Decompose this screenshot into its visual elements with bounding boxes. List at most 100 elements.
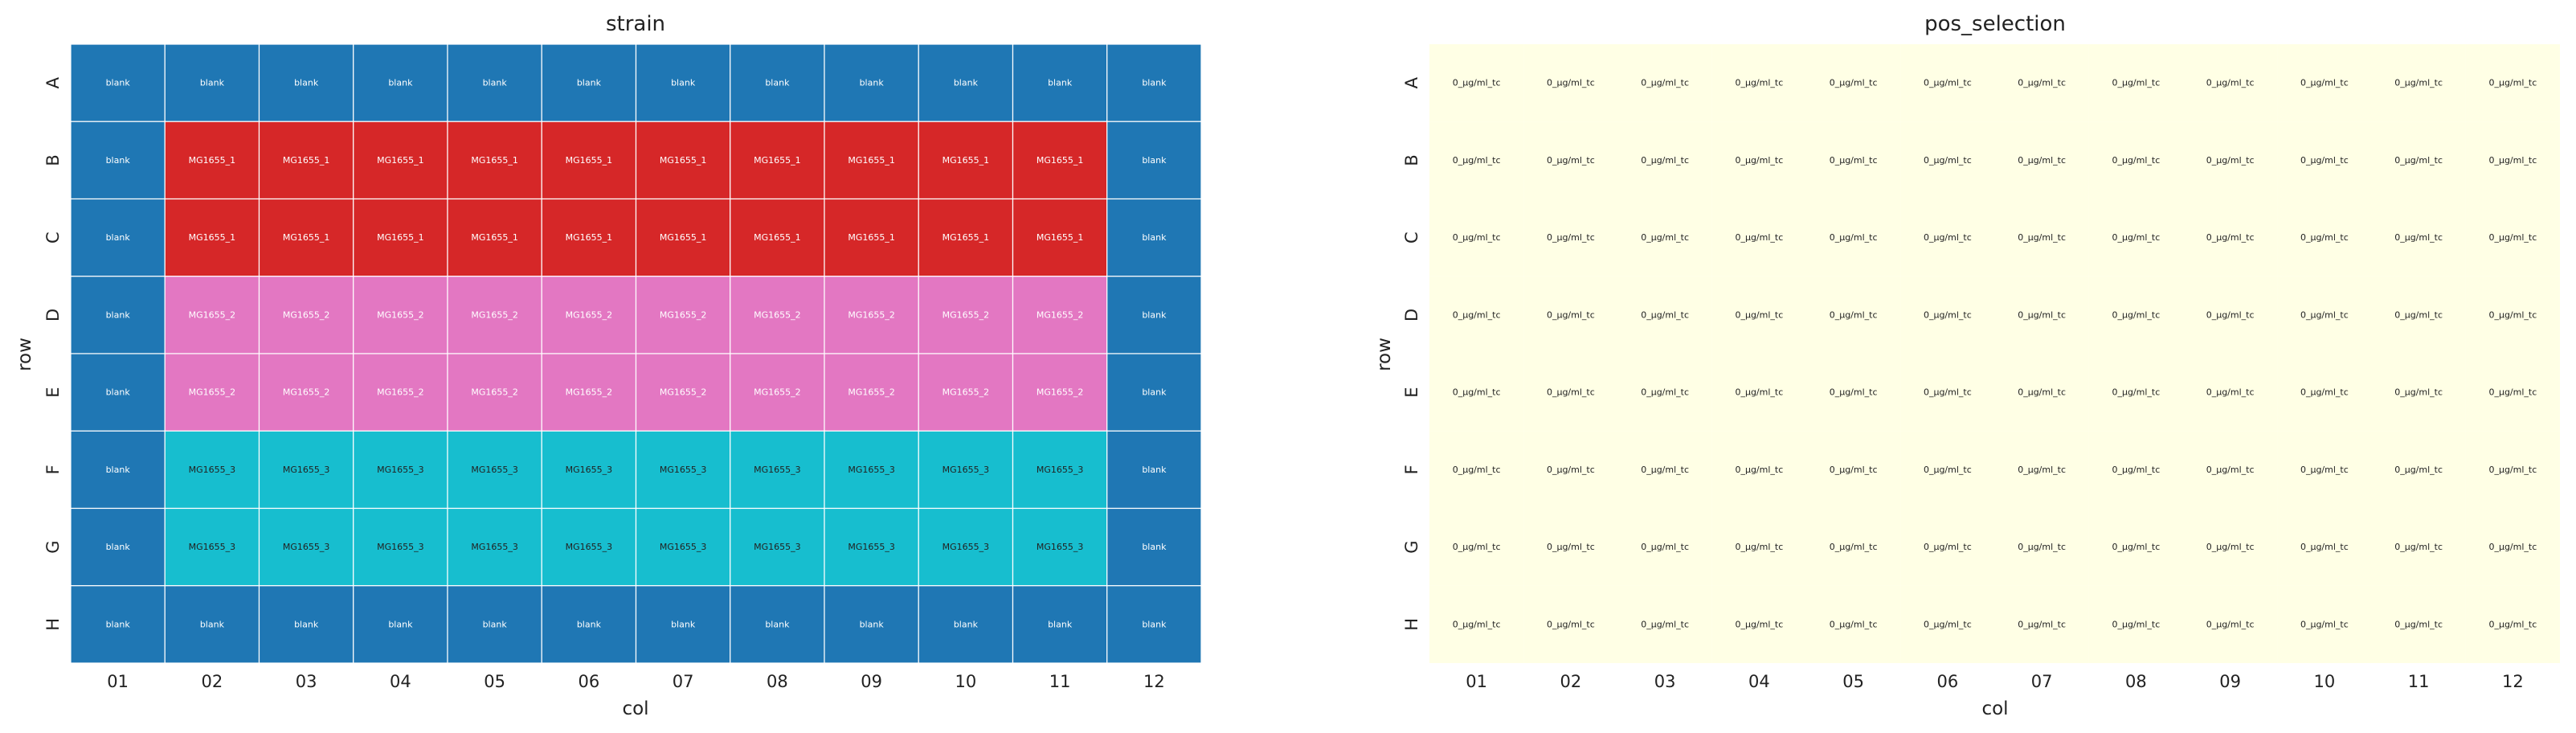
pos-selection-cell-label: 0_µg/ml_tc [2112, 465, 2160, 475]
pos-selection-cell-label: 0_µg/ml_tc [2488, 465, 2537, 475]
strain-cell-F06 [541, 430, 637, 510]
strain-cell-label: MG1655_1 [848, 155, 895, 166]
strain-cell-label: blank [577, 78, 602, 88]
pos-selection-cell-A04 [1711, 44, 1806, 122]
pos-selection-cell-B07 [1994, 121, 2089, 199]
strain-cell-B10 [918, 121, 1014, 200]
pos-selection-cell-B11 [2371, 121, 2466, 199]
pos-selection-cell-label: 0_µg/ml_tc [2206, 387, 2255, 398]
pos-selection-cell-label: 0_µg/ml_tc [2018, 309, 2066, 320]
pos-selection-cell-label: 0_µg/ml_tc [1830, 387, 1878, 398]
pos-selection-cell-H08 [2088, 585, 2183, 663]
pos-selection-cell-label: 0_µg/ml_tc [2300, 78, 2349, 88]
pos-selection-cell-C05 [1806, 199, 1901, 276]
strain-cell-label: MG1655_3 [566, 542, 613, 552]
strain-y-tick-label: G [43, 540, 63, 553]
pos-selection-cell-label: 0_µg/ml_tc [2018, 619, 2066, 629]
strain-cell-label: MG1655_1 [283, 155, 330, 166]
strain-cell-B06 [541, 121, 637, 200]
strain-cell-label: MG1655_1 [942, 232, 990, 243]
pos-selection-cell-D06 [1900, 276, 1995, 354]
pos-selection-cell-A06 [1900, 44, 1995, 122]
pos-selection-cell-label: 0_µg/ml_tc [2112, 78, 2160, 88]
strain-cell-B09 [824, 121, 919, 200]
pos-selection-cell-label: 0_µg/ml_tc [2488, 232, 2537, 243]
pos-selection-cell-label: 0_µg/ml_tc [2488, 78, 2537, 88]
pos-selection-cell-label: 0_µg/ml_tc [2488, 155, 2537, 166]
strain-cell-F07 [635, 430, 731, 510]
strain-cell-label: MG1655_2 [566, 387, 613, 398]
pos-selection-x-tick-label: 01 [1466, 672, 1487, 691]
pos-selection-cell-G10 [2277, 508, 2372, 586]
strain-x-tick-label: 01 [107, 672, 129, 691]
pos-selection-cell-D09 [2183, 276, 2278, 354]
pos-selection-cell-label: 0_µg/ml_tc [1735, 387, 1783, 398]
pos-selection-cell-label: 0_µg/ml_tc [1547, 465, 1595, 475]
strain-x-tick-label: 02 [202, 672, 223, 691]
strain-cell-label: MG1655_3 [660, 542, 707, 552]
pos-selection-cell-B02 [1523, 121, 1618, 199]
strain-cell-A10 [918, 43, 1014, 122]
pos-selection-cell-label: 0_µg/ml_tc [2112, 387, 2160, 398]
pos-selection-cell-C01 [1429, 199, 1524, 276]
pos-selection-cell-label: 0_µg/ml_tc [2112, 155, 2160, 166]
pos-selection-cell-label: 0_µg/ml_tc [1641, 619, 1689, 629]
strain-y-axis-label: row [14, 338, 35, 371]
pos-selection-cell-G08 [2088, 508, 2183, 586]
pos-selection-cell-F08 [2088, 431, 2183, 509]
pos-selection-x-tick-label: 05 [1842, 672, 1864, 691]
pos-selection-cell-E04 [1711, 354, 1806, 432]
strain-cell-E08 [730, 353, 825, 432]
pos-selection-cell-label: 0_µg/ml_tc [1735, 309, 1783, 320]
pos-selection-cell-H02 [1523, 585, 1618, 663]
strain-y-tick-label: H [43, 618, 63, 631]
pos-selection-cell-label: 0_µg/ml_tc [2018, 387, 2066, 398]
strain-cell-H01 [70, 585, 166, 664]
strain-cell-F09 [824, 430, 919, 510]
pos-selection-heatmap-panel: pos_selection 0_µg/ml_tc 0_µg/ml_tc 0_µg/m… [1374, 12, 2560, 719]
strain-cell-label: MG1655_2 [283, 309, 330, 320]
pos-selection-heatmap-title: pos_selection [1924, 12, 2066, 36]
strain-x-tick-label: 12 [1143, 672, 1165, 691]
pos-selection-cell-H06 [1900, 585, 1995, 663]
pos-selection-cell-label: 0_µg/ml_tc [1830, 542, 1878, 552]
pos-selection-cell-B05 [1806, 121, 1901, 199]
strain-cell-B04 [353, 121, 448, 200]
pos-selection-cell-label: 0_µg/ml_tc [2394, 465, 2443, 475]
pos-selection-cell-F10 [2277, 431, 2372, 509]
pos-selection-cell-C08 [2088, 199, 2183, 276]
pos-selection-cell-H09 [2183, 585, 2278, 663]
strain-cell-label: MG1655_2 [942, 309, 990, 320]
pos-selection-cell-H11 [2371, 585, 2466, 663]
pos-selection-cell-label: 0_µg/ml_tc [2394, 309, 2443, 320]
pos-selection-cell-label: 0_µg/ml_tc [2488, 542, 2537, 552]
pos-selection-cell-label: 0_µg/ml_tc [2112, 619, 2160, 629]
pos-selection-cell-G03 [1617, 508, 1712, 586]
pos-selection-cell-label: 0_µg/ml_tc [2206, 542, 2255, 552]
strain-cell-A06 [541, 43, 637, 122]
strain-x-axis-label: col [622, 698, 648, 719]
pos-selection-cell-F05 [1806, 431, 1901, 509]
pos-selection-cell-E09 [2183, 354, 2278, 432]
strain-cell-B03 [258, 121, 354, 200]
strain-cell-B01 [70, 121, 166, 200]
pos-selection-cell-label: 0_µg/ml_tc [2300, 619, 2349, 629]
pos-selection-cell-label: 0_µg/ml_tc [1547, 155, 1595, 166]
strain-cell-label: MG1655_2 [471, 309, 518, 320]
strain-cell-label: MG1655_1 [1037, 155, 1084, 166]
strain-cell-B12 [1106, 121, 1202, 200]
pos-selection-cell-label: 0_µg/ml_tc [1830, 232, 1878, 243]
strain-cell-label: MG1655_2 [754, 387, 801, 398]
pos-selection-cell-H12 [2465, 585, 2560, 663]
pos-selection-cell-D08 [2088, 276, 2183, 354]
strain-cell-G07 [635, 507, 731, 587]
pos-selection-cell-H01 [1429, 585, 1524, 663]
strain-cell-label: MG1655_3 [471, 465, 518, 475]
strain-cell-label: MG1655_2 [942, 387, 990, 398]
strain-cell-G10 [918, 507, 1014, 587]
pos-selection-cell-label: 0_µg/ml_tc [1924, 232, 1972, 243]
strain-x-tick-label: 08 [767, 672, 788, 691]
strain-cell-E03 [258, 353, 354, 432]
pos-selection-cell-G12 [2465, 508, 2560, 586]
strain-cell-E05 [447, 353, 542, 432]
